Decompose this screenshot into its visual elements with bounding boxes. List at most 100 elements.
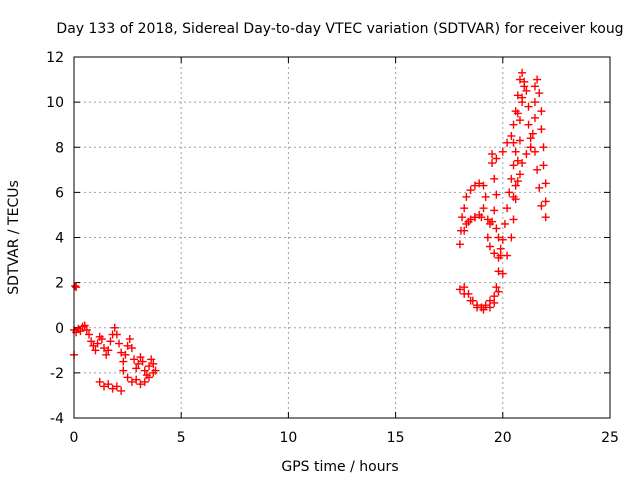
data-point (492, 154, 501, 163)
data-point (515, 75, 524, 84)
data-point (95, 377, 104, 386)
data-point (460, 226, 469, 235)
data-point (473, 303, 482, 312)
data-point (132, 375, 141, 384)
data-point (481, 192, 490, 201)
data-point (485, 296, 494, 305)
data-point (87, 337, 96, 346)
data-point (455, 285, 464, 294)
data-point (127, 344, 136, 353)
data-point (455, 240, 464, 249)
data-point (494, 233, 503, 242)
data-point (485, 303, 494, 312)
data-point (537, 201, 546, 210)
data-point (518, 68, 527, 77)
y-tick-label: 12 (46, 50, 64, 66)
data-point (530, 147, 539, 156)
data-point (149, 359, 158, 368)
y-tick-label: 10 (46, 95, 64, 111)
data-point (509, 192, 518, 201)
data-point (513, 156, 522, 165)
data-point (520, 77, 529, 86)
chart-title: Day 133 of 2018, Sidereal Day-to-day VTE… (56, 21, 623, 37)
data-point (140, 366, 149, 375)
data-point (515, 116, 524, 125)
data-point (93, 339, 102, 348)
data-point (511, 147, 520, 156)
data-point (462, 192, 471, 201)
data-point (488, 159, 497, 168)
data-point (125, 335, 134, 344)
x-tick-label: 25 (601, 430, 619, 446)
data-point (533, 165, 542, 174)
data-point (490, 249, 499, 258)
y-tick-label: 0 (55, 321, 64, 337)
data-point (513, 177, 522, 186)
x-tick-label: 20 (494, 430, 512, 446)
data-point (104, 380, 113, 389)
data-point (492, 224, 501, 233)
data-point (470, 181, 479, 190)
y-axis-label: SDTVAR / TECUs (6, 180, 22, 295)
data-point (102, 350, 111, 359)
data-point (541, 179, 550, 188)
data-point (479, 305, 488, 314)
y-tick-label: 4 (55, 231, 64, 247)
data-point (460, 204, 469, 213)
data-point (515, 136, 524, 145)
data-point (466, 186, 475, 195)
data-point (80, 321, 89, 330)
data-point (509, 138, 518, 147)
data-point (522, 150, 531, 159)
data-point (485, 219, 494, 228)
data-point (145, 362, 154, 371)
data-point (121, 350, 130, 359)
data-point (524, 120, 533, 129)
data-point (76, 327, 85, 336)
data-point (518, 93, 527, 102)
data-point (500, 219, 509, 228)
data-point (483, 233, 492, 242)
data-point (530, 113, 539, 122)
data-point (539, 143, 548, 152)
data-point (535, 183, 544, 192)
data-point (530, 98, 539, 107)
data-point (485, 242, 494, 251)
data-point (507, 131, 516, 140)
plot-frame (73, 56, 611, 419)
data-point (464, 217, 473, 226)
data-point (71, 282, 80, 291)
data-point (85, 330, 94, 339)
data-point (72, 283, 81, 292)
data-point (112, 382, 121, 391)
data-point (537, 107, 546, 116)
data-point (526, 134, 535, 143)
data-point (479, 181, 488, 190)
y-tick-label: 6 (55, 185, 64, 201)
data-point (106, 337, 115, 346)
data-point (123, 341, 132, 350)
data-point (112, 330, 121, 339)
data-point (507, 233, 516, 242)
data-point (91, 346, 100, 355)
data-point (490, 174, 499, 183)
data-point (149, 368, 158, 377)
data-point (518, 159, 527, 168)
data-point (535, 89, 544, 98)
data-point (475, 179, 484, 188)
x-axis-label: GPS time / hours (281, 459, 398, 475)
data-point (100, 344, 109, 353)
data-point (115, 339, 124, 348)
data-point (541, 197, 550, 206)
data-point (108, 384, 117, 393)
data-point (498, 235, 507, 244)
data-point (117, 348, 126, 357)
data-point (145, 373, 154, 382)
data-point (132, 364, 141, 373)
axis-ticks: 0 5 10 15 20 25 -4 -2 0 2 4 6 8 10 12 (46, 50, 619, 446)
data-point (524, 102, 533, 111)
y-tick-label: 8 (55, 140, 64, 156)
data-point (490, 298, 499, 307)
data-point (134, 359, 143, 368)
data-point (100, 382, 109, 391)
